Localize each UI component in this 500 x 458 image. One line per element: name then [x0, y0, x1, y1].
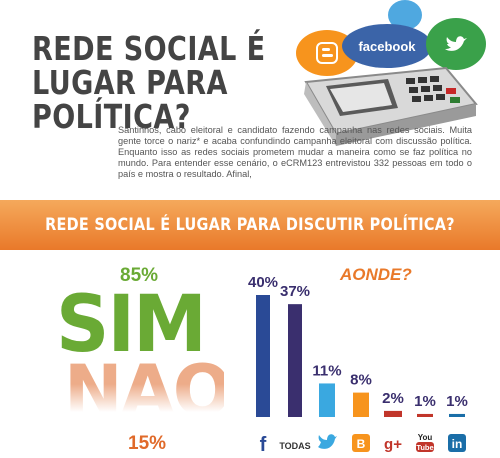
voting-machine-icon	[304, 66, 478, 146]
youtube-icon-text: You	[418, 433, 433, 442]
title-line-1: REDE SOCIAL É	[32, 29, 266, 68]
title-line-2: LUGAR PARA POLÍTICA?	[32, 63, 228, 136]
category-label-todas: TODAS	[279, 441, 310, 451]
bar-linkedin	[449, 413, 465, 417]
bar-value-label: 40%	[248, 274, 278, 291]
linkedin-icon	[448, 434, 466, 452]
youtube-icon	[416, 442, 434, 452]
intro-paragraph: Santinhos, cabo eleitoral e candidato fa…	[118, 125, 472, 179]
question-banner: REDE SOCIAL É LUGAR PARA DISCUTIR POLÍTI…	[0, 200, 500, 250]
page-title: REDE SOCIAL É LUGAR PARA POLÍTICA?	[32, 32, 278, 134]
chart-title: AONDE?	[340, 265, 412, 284]
bar-value-label: 8%	[350, 372, 372, 389]
blogger-icon	[352, 434, 370, 452]
bar-value-label: 2%	[382, 390, 404, 407]
bar-value-label: 1%	[414, 393, 436, 410]
bar-value-label: 11%	[312, 362, 341, 379]
bar-twitter	[319, 383, 335, 417]
sim-percentage: 85%	[120, 265, 159, 286]
facebook-bubble-icon: facebook	[342, 24, 432, 68]
linkedin-icon-text: in	[452, 437, 463, 451]
bar-facebook	[256, 295, 270, 417]
bar-google+	[384, 410, 402, 417]
facebook-icon: f	[260, 434, 267, 456]
nao-percentage: 15%	[128, 433, 167, 454]
bar-value-label: 37%	[280, 283, 310, 300]
google-plus-icon: g+	[384, 436, 402, 453]
twitter-icon	[318, 434, 337, 449]
nao-fade-overlay	[60, 384, 230, 424]
banner-text: REDE SOCIAL É LUGAR PARA DISCUTIR POLÍTI…	[45, 215, 455, 235]
blogger-icon-text: B	[357, 437, 366, 451]
sim-word: SIM	[56, 280, 207, 370]
bar-youtube	[417, 413, 433, 417]
bar-blogger	[353, 392, 369, 417]
bar-TODAS	[288, 304, 302, 417]
youtube-icon-text: Tube	[416, 443, 433, 452]
twitter-bubble-icon	[426, 18, 486, 70]
bar-value-label: 1%	[446, 393, 468, 410]
